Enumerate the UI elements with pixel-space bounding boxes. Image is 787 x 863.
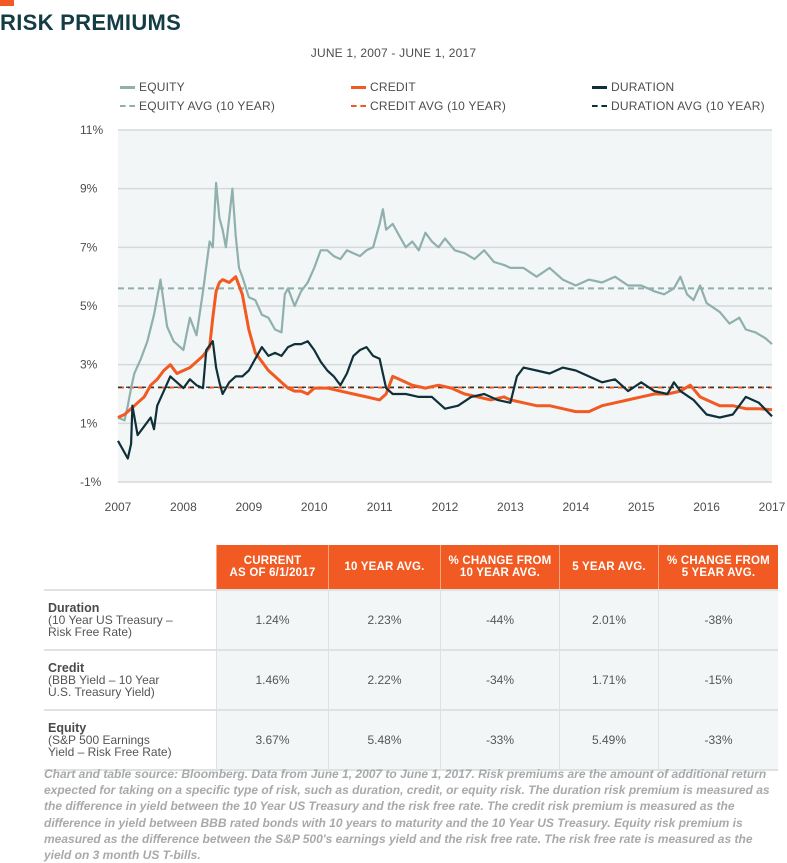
x-tick-label: 2012 <box>432 500 459 514</box>
table-header-row: CURRENT AS OF 6/1/2017 10 YEAR AVG. % CHA… <box>44 545 778 590</box>
chart-legend: EQUITY CREDIT DURATION EQUITY AVG (10 YE… <box>0 80 787 120</box>
chart-subtitle: JUNE 1, 2007 - JUNE 1, 2017 <box>310 46 477 60</box>
x-tick-label: 2011 <box>367 500 393 514</box>
page-title: RISK PREMIUMS <box>0 10 182 35</box>
cell-current: 1.24% <box>216 589 329 651</box>
table-row-equity: Equity (S&P 500 Earnings Yield – Risk Fr… <box>44 710 778 771</box>
cell-10yr-avg: 5.48% <box>328 710 441 771</box>
series-lines <box>117 181 773 460</box>
x-tick-label: 2017 <box>759 500 786 514</box>
y-tick-label: 9% <box>80 182 98 196</box>
legend-item-equity-avg: EQUITY AVG (10 YEAR) <box>120 99 275 113</box>
table-header-5yr-avg: 5 YEAR AVG. <box>559 545 659 590</box>
x-tick-label: 2013 <box>497 500 524 514</box>
cell-change-5yr: -15% <box>658 650 778 711</box>
cell-change-5yr: -33% <box>658 710 778 771</box>
legend-label: DURATION <box>611 80 675 94</box>
legend-swatch-duration <box>592 85 607 89</box>
legend-item-duration-avg: DURATION AVG (10 YEAR) <box>592 99 765 113</box>
legend-label: CREDIT AVG (10 YEAR) <box>370 99 507 113</box>
x-tick-label: 2016 <box>693 500 720 514</box>
legend-swatch-equity-avg <box>120 105 135 107</box>
series-line-duration <box>117 340 773 460</box>
cell-change-10yr: -44% <box>440 589 560 651</box>
source-footnote: Chart and table source: Bloomberg. Data … <box>44 767 770 863</box>
cell-10yr-avg: 2.23% <box>328 589 441 651</box>
x-axis-ticks: 2007 2008 2009 2010 2011 2012 2013 2014 2015 2016… <box>105 500 786 514</box>
y-tick-label: 3% <box>80 358 98 372</box>
table-header-change-5yr: % CHANGE FROM 5 YEAR AVG. <box>658 545 778 590</box>
legend-swatch-equity <box>120 85 135 89</box>
row-label-equity: Equity (S&P 500 Earnings Yield – Risk Fr… <box>44 710 217 771</box>
x-tick-label: 2007 <box>105 500 132 514</box>
legend-label: DURATION AVG (10 YEAR) <box>611 99 765 113</box>
y-tick-label: 7% <box>80 240 98 254</box>
y-axis-ticks: 11% 9% 7% 5% 3% 1% -1% <box>80 123 103 489</box>
cell-10yr-avg: 2.22% <box>328 650 441 711</box>
legend-swatch-credit <box>351 85 366 89</box>
legend-item-equity: EQUITY <box>120 80 185 94</box>
legend-item-duration: DURATION <box>592 80 674 94</box>
title-accent-bar <box>0 0 14 6</box>
row-label-credit: Credit (BBB Yield – 10 Year U.S. Treasur… <box>44 650 217 711</box>
legend-label: CREDIT <box>370 80 416 94</box>
x-tick-label: 2014 <box>562 500 589 514</box>
legend-label: EQUITY <box>139 80 185 94</box>
cell-current: 3.67% <box>216 710 329 771</box>
cell-5yr-avg: 2.01% <box>559 589 659 651</box>
series-line-equity <box>117 181 773 422</box>
cell-change-5yr: -38% <box>658 589 778 651</box>
table-header-change-10yr: % CHANGE FROM 10 YEAR AVG. <box>440 545 560 590</box>
table-row-duration: Duration (10 Year US Treasury – Risk Fre… <box>44 589 778 651</box>
legend-item-credit: CREDIT <box>351 80 416 94</box>
cell-5yr-avg: 5.49% <box>559 710 659 771</box>
y-tick-label: -1% <box>80 475 102 489</box>
legend-item-credit-avg: CREDIT AVG (10 YEAR) <box>351 99 506 113</box>
x-tick-label: 2015 <box>628 500 655 514</box>
y-tick-label: 1% <box>80 416 98 430</box>
cell-change-10yr: -33% <box>440 710 560 771</box>
table-header-current: CURRENT AS OF 6/1/2017 <box>216 545 329 590</box>
series-line-credit <box>117 275 773 419</box>
legend-label: EQUITY AVG (10 YEAR) <box>139 99 276 113</box>
risk-premium-line-chart: 11% 9% 7% 5% 3% 1% -1% 2007 2008 2009 2010 2011 201… <box>80 123 786 514</box>
table-header-10yr-avg: 10 YEAR AVG. <box>328 545 441 590</box>
average-reference-lines <box>118 287 772 389</box>
legend-swatch-duration-avg <box>592 105 607 107</box>
table-header-blank <box>44 545 217 590</box>
x-tick-label: 2010 <box>301 500 328 514</box>
x-tick-label: 2009 <box>235 500 262 514</box>
legend-swatch-credit-avg <box>351 105 366 107</box>
row-label-duration: Duration (10 Year US Treasury – Risk Fre… <box>44 589 217 651</box>
cell-current: 1.46% <box>216 650 329 711</box>
cell-change-10yr: -34% <box>440 650 560 711</box>
x-tick-label: 2008 <box>170 500 197 514</box>
risk-premium-table: CURRENT AS OF 6/1/2017 10 YEAR AVG. % CHA… <box>44 545 778 771</box>
y-tick-label: 5% <box>80 299 98 313</box>
y-tick-label: 11% <box>80 123 103 137</box>
table-row-credit: Credit (BBB Yield – 10 Year U.S. Treasur… <box>44 650 778 711</box>
cell-5yr-avg: 1.71% <box>559 650 659 711</box>
